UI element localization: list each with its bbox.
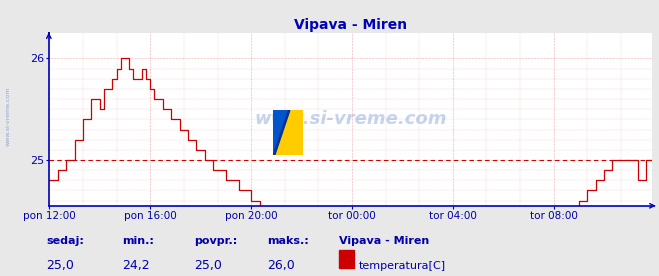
Text: Vipava - Miren: Vipava - Miren <box>339 236 430 246</box>
Polygon shape <box>273 110 290 155</box>
Text: min.:: min.: <box>122 236 154 246</box>
Text: www.si-vreme.com: www.si-vreme.com <box>5 86 11 146</box>
Text: 26,0: 26,0 <box>267 259 295 272</box>
Text: 24,2: 24,2 <box>122 259 150 272</box>
Title: Vipava - Miren: Vipava - Miren <box>295 18 407 32</box>
Text: maks.:: maks.: <box>267 236 308 246</box>
Text: 25,0: 25,0 <box>46 259 74 272</box>
Text: 25,0: 25,0 <box>194 259 222 272</box>
Text: povpr.:: povpr.: <box>194 236 238 246</box>
Text: temperatura[C]: temperatura[C] <box>359 261 446 271</box>
Polygon shape <box>273 110 289 155</box>
Text: sedaj:: sedaj: <box>46 236 84 246</box>
Text: www.si-vreme.com: www.si-vreme.com <box>254 110 447 128</box>
